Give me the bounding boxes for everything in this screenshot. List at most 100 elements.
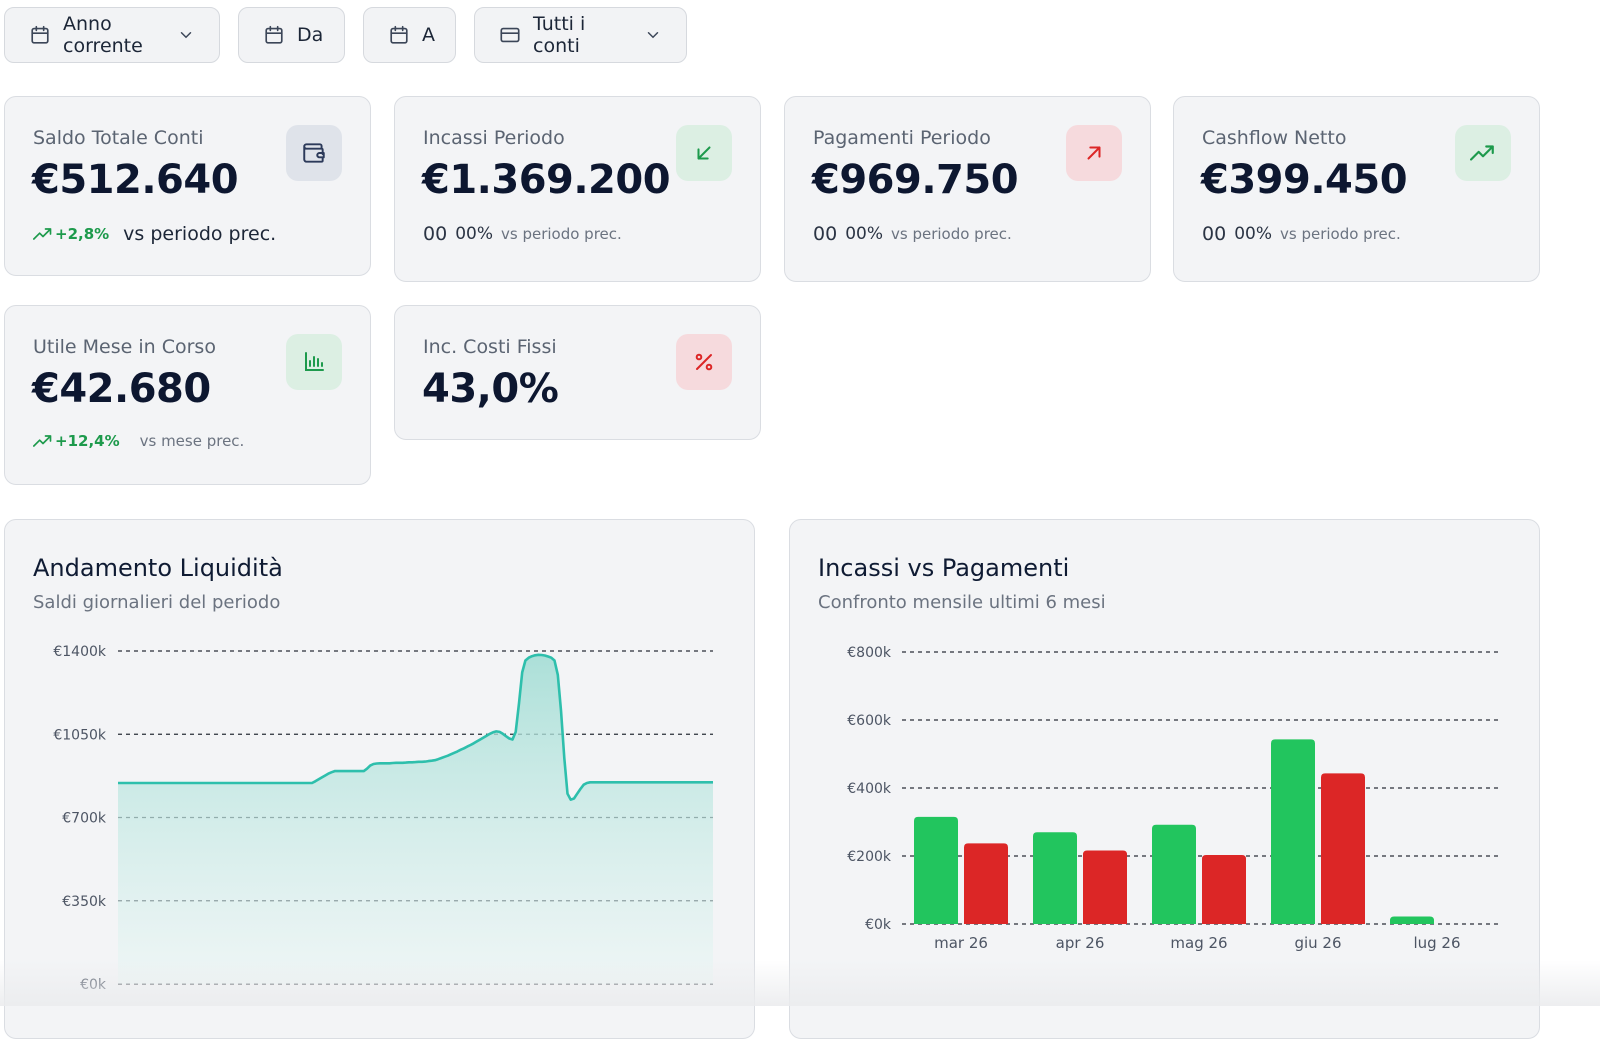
trend-caption: vs periodo prec. [500,225,622,243]
trend-value: +12,4% [55,432,120,450]
bar-pagamenti [1321,773,1365,924]
x-tick-label: lug 26 [1413,934,1460,952]
kpi-card-incassi: Incassi Periodo €1.369.200 00 00% vs per… [394,96,761,282]
kpi-footer: +2,8% vs periodo prec. [33,223,276,245]
wallet-icon [303,143,325,163]
y-tick-label: €400k [847,781,892,797]
filter-bar: Anno corrente Da A Tutti i conti [4,7,687,63]
y-tick-label: €600k [847,713,892,729]
chart-card-incassi-pagamenti: Incassi vs Pagamenti Confronto mensile u… [789,519,1540,1039]
kpi-footer: 00 00% vs periodo prec. [813,223,1012,245]
calendar-icon [31,25,49,44]
kpi-icon-box [286,125,342,181]
chevron-down-icon [647,32,659,39]
series-line [118,653,713,801]
y-tick-label: €1400k [53,644,107,660]
trending-up-icon [33,435,52,447]
chart-subtitle: Confronto mensile ultimi 6 mesi [818,592,1106,613]
calendar-icon [390,25,408,44]
y-tick-label: €800k [847,645,892,661]
x-tick-label: apr 26 [1056,934,1105,952]
kpi-label: Incassi Periodo [423,127,565,149]
kpi-label: Saldo Totale Conti [33,127,204,149]
y-tick-label: €0k [80,977,107,993]
date-to-button[interactable]: A [363,7,456,63]
kpi-icon-box [286,334,342,390]
trending-up-icon [33,228,52,240]
trend-value: 00% [1234,224,1272,244]
kpi-icon-box [676,125,732,181]
chart-subtitle: Saldi giornalieri del periodo [33,592,281,613]
bar-pagamenti [964,843,1008,924]
kpi-footer: +12,4% vs mese prec. [33,432,244,450]
trending-up-icon [1470,145,1494,161]
kpi-icon-box [1455,125,1511,181]
arrow-up-right-icon [1087,146,1101,160]
bar-incassi [1033,832,1077,924]
calendar-icon [265,25,283,44]
kpi-value: €1.369.200 [422,157,671,203]
bar-incassi [1152,824,1196,924]
percent-icon [695,353,713,371]
incassi-pagamenti-bar-chart: €0k €200k €400k €600k €800k mar 26 apr 26 mag 2… [847,645,1498,952]
kpi-label: Cashflow Netto [1202,127,1347,149]
trend-badge: +2,8% [33,225,109,243]
chart-title: Andamento Liquidità [33,554,283,582]
chevron-down-icon [180,32,192,39]
kpi-label: Utile Mese in Corso [33,336,216,358]
kpi-card-costi-fissi: Inc. Costi Fissi 43,0% [394,305,761,440]
y-tick-label: €0k [865,917,892,933]
period-select-label: Anno corrente [63,13,143,57]
credit-card-icon [500,27,520,43]
kpi-card-utile: Utile Mese in Corso €42.680 +12,4% vs me… [4,305,371,485]
trend-caption: vs mese prec. [139,432,245,450]
accounts-select[interactable]: Tutti i conti [474,7,687,63]
y-tick-label: €200k [847,849,892,865]
kpi-icon-box [676,334,732,390]
x-tick-label: mar 26 [934,934,988,952]
kpi-value: €42.680 [32,366,211,412]
kpi-card-saldo: Saldo Totale Conti €512.640 +2,8% vs per… [4,96,371,276]
y-tick-label: €1050k [53,727,107,743]
x-tick-label: mag 26 [1170,934,1227,952]
bar-incassi [1390,916,1434,924]
y-tick-label: €350k [62,894,107,910]
trend-caption: vs periodo prec. [123,223,277,245]
y-tick-label: €700k [62,811,107,827]
area-fill [118,654,713,984]
trend-badge: +12,4% [33,432,120,450]
kpi-label: Pagamenti Periodo [813,127,991,149]
chart-card-liquidita: Andamento Liquidità Saldi giornalieri de… [4,519,755,1039]
kpi-label: Inc. Costi Fissi [423,336,557,358]
date-to-label: A [422,24,435,46]
chart-title: Incassi vs Pagamenti [818,554,1070,582]
kpi-value: €969.750 [812,157,1019,203]
date-from-button[interactable]: Da [238,7,345,63]
kpi-footer: 00 00% vs periodo prec. [1202,223,1401,245]
kpi-icon-box [1066,125,1122,181]
trend-caption: vs periodo prec. [1279,225,1401,243]
kpi-card-cashflow: Cashflow Netto €399.450 00 00% vs period… [1173,96,1540,282]
trend-value: 00% [455,224,493,244]
trend-caption: vs periodo prec. [890,225,1012,243]
liquidity-area-chart: €0k €350k €700k €1050k €1400k [53,644,713,993]
kpi-value: €399.450 [1201,157,1408,203]
trend-arrow-placeholder: 00 [423,223,448,245]
bar-pagamenti [1083,850,1127,924]
kpi-footer: 00 00% vs periodo prec. [423,223,622,245]
bar-incassi [1271,739,1315,924]
bar-chart-icon [305,352,324,371]
x-tick-label: giu 26 [1294,934,1341,952]
date-from-label: Da [297,24,324,46]
kpi-value: €512.640 [32,157,239,203]
accounts-select-label: Tutti i conti [533,13,586,57]
trend-arrow-placeholder: 00 [1202,223,1227,245]
period-select[interactable]: Anno corrente [4,7,220,63]
trend-value: 00% [845,224,883,244]
arrow-down-left-icon [697,146,711,160]
kpi-value: 43,0% [422,366,559,412]
bar-incassi [914,816,958,924]
trend-arrow-placeholder: 00 [813,223,838,245]
bar-pagamenti [1202,854,1246,924]
kpi-card-pagamenti: Pagamenti Periodo €969.750 00 00% vs per… [784,96,1151,282]
